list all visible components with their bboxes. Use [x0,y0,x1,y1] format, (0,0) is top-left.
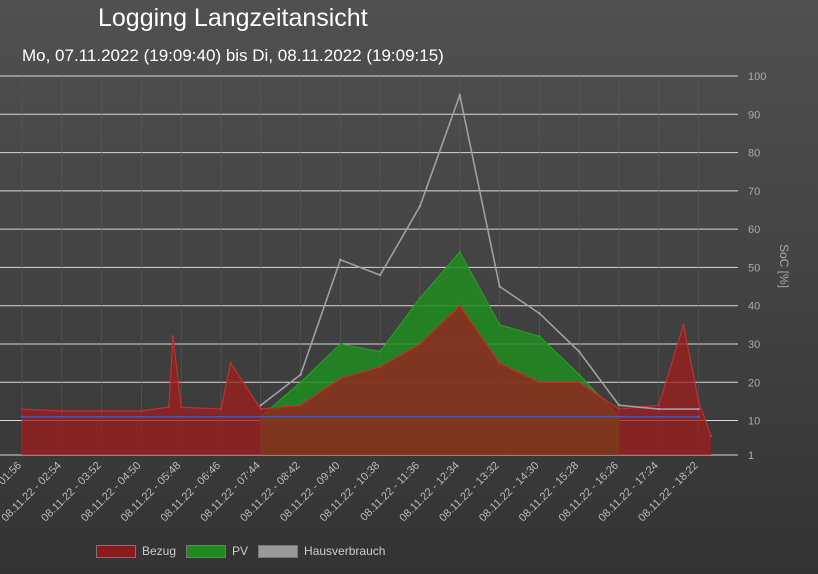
data-point-bezug [709,434,713,438]
data-point-bezug [229,361,232,365]
data-point-hausverbrauch [697,407,700,411]
legend-label-hausverbrauch: Hausverbrauch [304,544,386,558]
data-point-pv [379,350,382,353]
y-tick-label: 30 [748,339,760,351]
data-point-pv [498,323,501,327]
legend-item-bezug[interactable]: Bezug [96,544,176,558]
chart-title: Logging Langzeitansicht [98,4,368,32]
chart-subtitle: Mo, 07.11.2022 (19:09:40) bis Di, 08.11.… [22,46,444,65]
data-point-bezug [339,377,342,380]
data-point-bezug [100,409,103,413]
legend-item-hausverbrauch[interactable]: Hausverbrauch [258,544,385,558]
data-point-pv [578,373,581,376]
series-area-bezug [22,305,711,455]
series-layer [20,92,713,455]
data-point-bezug [140,409,143,413]
y-axis-label: SoC [%] [777,244,791,288]
data-point-bezug [682,323,685,327]
y-axis-ticks: 1 10 20 30 40 50 60 70 80 90 100 [748,71,766,462]
data-point-hausverbrauch [498,285,501,288]
data-point-bezug [538,381,541,384]
data-point-pv [339,342,342,346]
y-tick-label: 80 [748,148,760,160]
data-point-hausverbrauch [617,404,621,407]
data-point-bezug [617,407,621,411]
y-tick-label: 50 [748,262,760,274]
data-point-hausverbrauch [657,407,660,411]
legend-swatch-pv [186,544,227,558]
y-tick-label: 10 [748,416,760,428]
data-point-pv [299,381,302,384]
data-point-bezug [180,405,183,409]
data-point-bezug [578,381,581,384]
data-point-hausverbrauch [418,204,422,208]
data-point-hausverbrauch [458,93,461,97]
y-tick-label: 60 [748,224,760,236]
data-point-bezug [458,304,461,307]
legend-swatch-hausverbrauch [258,544,299,558]
data-point-hausverbrauch [538,312,541,315]
legend-label-bezug: Bezug [142,544,177,558]
legend-swatch-bezug [96,544,136,558]
data-point-bezug [379,365,382,369]
series-line-pv [260,251,620,418]
y-tick-label: 1 [748,450,754,462]
data-point-bezug [697,400,700,403]
data-point-hausverbrauch [578,350,581,353]
data-point-bezug [171,335,175,338]
data-point-soc [697,415,700,418]
series-line-hausverbrauch [260,92,699,410]
data-point-hausverbrauch [379,273,382,277]
data-point-bezug [60,409,63,413]
data-point-bezug [498,361,501,365]
data-point-bezug [167,405,171,409]
legend-label-pv: PV [232,544,249,558]
data-point-bezug [20,407,24,411]
data-point-hausverbrauch [259,404,262,407]
data-point-pv [458,250,461,254]
data-point-bezug [657,404,660,407]
y-tick-label: 40 [748,301,760,313]
data-point-bezug [219,407,223,411]
data-point-bezug [259,407,262,411]
y-tick-label: 20 [748,377,760,389]
y-tick-label: 90 [748,109,760,121]
data-point-hausverbrauch [339,258,342,261]
data-point-pv [418,296,422,300]
data-point-hausverbrauch [299,373,302,376]
legend: Bezug PV Hausverbrauch [96,544,395,558]
data-point-soc [20,415,24,418]
legend-item-pv[interactable]: PV [186,544,248,558]
y-tick-label: 70 [748,186,760,198]
y-tick-label: 100 [748,71,766,83]
data-point-bezug [299,404,302,407]
data-point-bezug [418,342,422,346]
data-point-pv [538,335,541,338]
